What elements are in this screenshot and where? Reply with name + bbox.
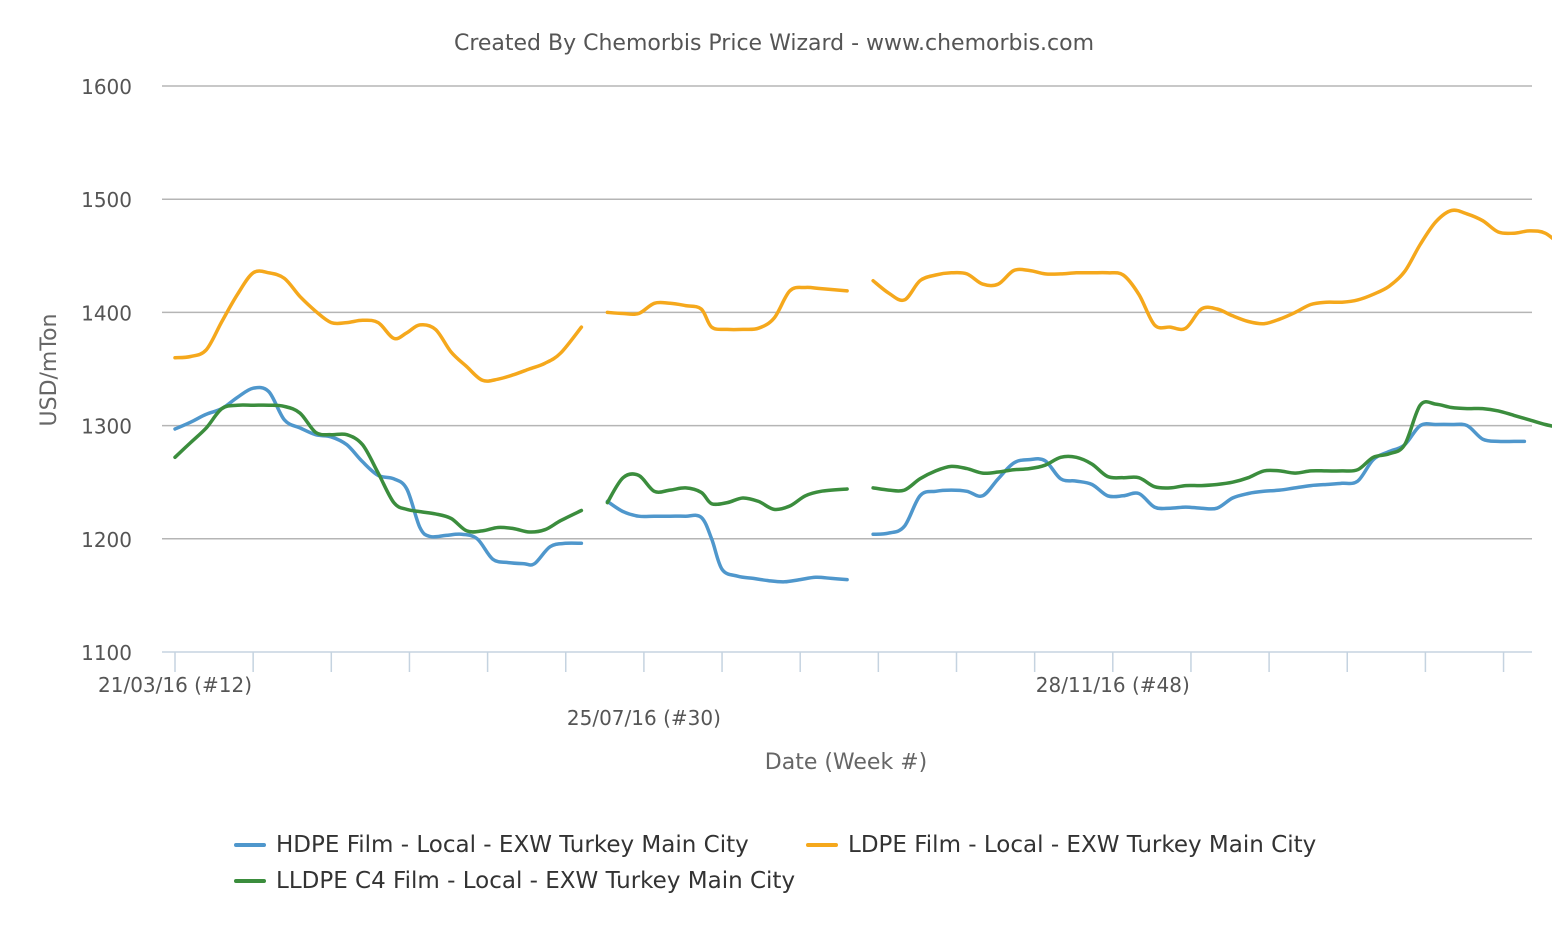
y-axis-title: USD/mTon (37, 314, 62, 427)
legend-label-lldpe: LLDPE C4 Film - Local - EXW Turkey Main … (276, 868, 796, 894)
series-line-ldpe-segment-3 (871, 208, 1552, 332)
x-tick-label-12: 21/03/16 (#12) (98, 673, 252, 697)
legend-swatch-ldpe (806, 843, 838, 847)
x-axis: 21/03/16 (#12) 25/07/16 (#30) 28/11/16 (#4… (98, 651, 1532, 730)
grid-layer: 1100 1200 1300 1400 1500 1600 (81, 75, 1532, 665)
y-tick-label-1500: 1500 (81, 188, 132, 212)
series-line-hdpe-segment-1 (173, 385, 584, 567)
legend-swatch-lldpe (234, 879, 266, 883)
x-tick-label-48: 28/11/16 (#48) (1036, 673, 1190, 697)
series-layer (173, 208, 1552, 584)
chart-title: Created By Chemorbis Price Wizard - www.… (454, 31, 1094, 56)
x-tick-label-30: 25/07/16 (#30) (567, 706, 721, 730)
series-line-hdpe-segment-2 (605, 499, 849, 584)
y-tick-label-1200: 1200 (81, 528, 132, 552)
series-hdpe (173, 385, 1527, 584)
y-tick-label-1600: 1600 (81, 75, 132, 99)
y-tick-label-1400: 1400 (81, 301, 132, 325)
series-line-lldpe-segment-1 (173, 403, 584, 534)
legend-item-lldpe[interactable]: LLDPE C4 Film - Local - EXW Turkey Main … (234, 868, 795, 894)
legend-label-ldpe: LDPE Film - Local - EXW Turkey Main City (848, 832, 1317, 858)
series-line-lldpe-segment-3 (871, 400, 1552, 493)
legend-label-hdpe: HDPE Film - Local - EXW Turkey Main City (276, 832, 749, 858)
series-line-hdpe-segment-3 (871, 422, 1527, 537)
legend-swatch-hdpe (234, 843, 266, 847)
legend-item-ldpe[interactable]: LDPE Film - Local - EXW Turkey Main City (806, 832, 1316, 858)
series-line-ldpe-segment-2 (605, 285, 849, 332)
series-line-ldpe-segment-1 (173, 269, 584, 383)
y-tick-label-1300: 1300 (81, 415, 132, 439)
series-lldpe (173, 400, 1552, 534)
x-axis-title: Date (Week #) (765, 750, 927, 775)
series-ldpe (173, 208, 1552, 383)
legend-item-hdpe[interactable]: HDPE Film - Local - EXW Turkey Main City (234, 832, 749, 858)
series-line-lldpe-segment-2 (605, 472, 849, 512)
y-tick-label-1100: 1100 (81, 641, 132, 665)
